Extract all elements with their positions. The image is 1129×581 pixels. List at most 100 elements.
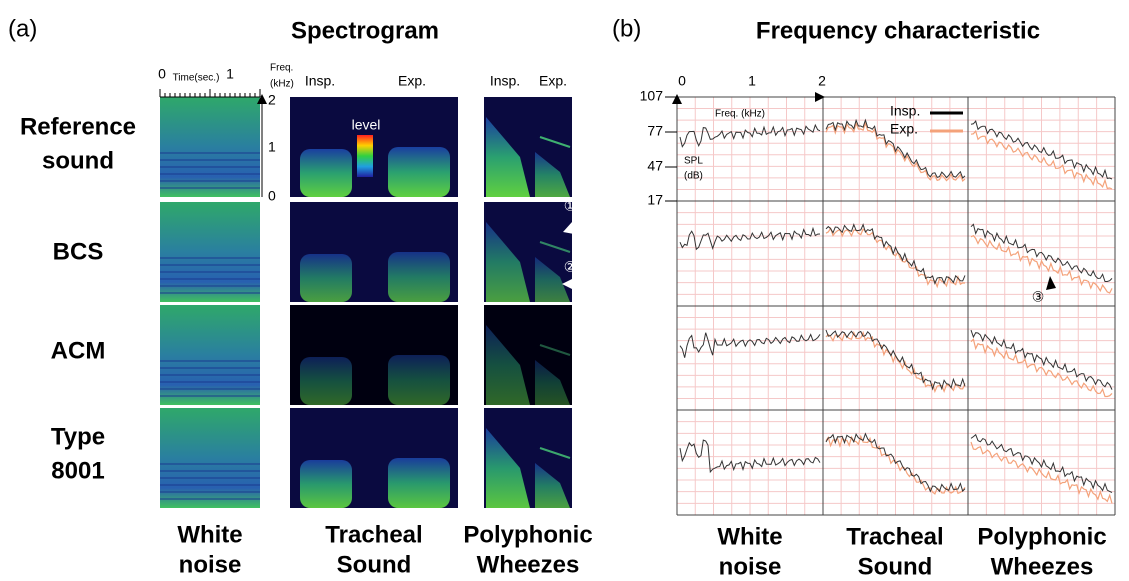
sound-blob bbox=[486, 222, 530, 302]
spectrogram-band bbox=[160, 498, 260, 500]
column-label: Sound bbox=[858, 553, 933, 580]
row-label: Reference bbox=[20, 113, 136, 140]
sound-blob bbox=[300, 357, 352, 405]
panel-b: 0 1 2 Freq. (kHz) 107 77 47 17 SPL (dB) Insp. Exp. ③… bbox=[640, 73, 1116, 580]
sound-blob bbox=[388, 252, 450, 302]
spectrogram-band bbox=[160, 388, 260, 390]
wheeze-line bbox=[539, 344, 571, 356]
y-axis-label: SPL bbox=[684, 156, 703, 167]
spectrogram-band bbox=[160, 374, 260, 376]
insp-curve bbox=[825, 432, 966, 493]
column-label: Wheezes bbox=[477, 551, 580, 578]
sound-blob bbox=[535, 257, 570, 302]
phase-label: Insp. bbox=[490, 73, 520, 89]
insp-curve bbox=[679, 123, 821, 148]
exp-curve bbox=[970, 129, 1113, 190]
x-tick-label: 2 bbox=[818, 73, 826, 89]
time-tick-label: 1 bbox=[226, 66, 234, 82]
insp-curve bbox=[679, 332, 821, 358]
phase-label: Exp. bbox=[539, 73, 567, 89]
sound-blob bbox=[535, 152, 570, 197]
freq-tick-label: 0 bbox=[268, 188, 276, 204]
insp-curve bbox=[679, 226, 821, 251]
y-tick-label: 107 bbox=[640, 88, 664, 104]
row-label: Type bbox=[51, 423, 105, 450]
row-label: BCS bbox=[53, 238, 104, 265]
insp-curve bbox=[825, 118, 966, 179]
y-tick-label: 17 bbox=[647, 192, 663, 208]
panel-title: Frequency characteristic bbox=[756, 17, 1040, 44]
panel-label: (b) bbox=[612, 15, 641, 42]
panel-title: Spectrogram bbox=[291, 17, 439, 44]
insp-curve bbox=[825, 329, 966, 391]
spectrogram-band bbox=[160, 285, 260, 287]
marker: ③ bbox=[1032, 289, 1045, 305]
column-label: noise bbox=[179, 551, 242, 578]
sound-blob bbox=[535, 463, 570, 508]
insp-curve bbox=[970, 433, 1113, 493]
marker: ① bbox=[564, 198, 577, 214]
axis-arrow bbox=[815, 92, 825, 102]
insp-curve bbox=[970, 120, 1113, 180]
freq-tick-label: 1 bbox=[268, 139, 276, 155]
column-label: White bbox=[177, 521, 242, 548]
panel-a: Reference sound BCS ACM Type 8001 0 1 Time(sec.)… bbox=[20, 63, 593, 579]
freq-axis-label: Freq. bbox=[270, 63, 293, 74]
column-label: Polyphonic bbox=[977, 523, 1106, 550]
spectrogram-band bbox=[160, 278, 260, 280]
time-tick-label: 0 bbox=[158, 66, 166, 82]
row-label: sound bbox=[42, 147, 114, 174]
spectrogram-band bbox=[160, 491, 260, 493]
column-label: noise bbox=[719, 553, 782, 580]
column-label: Tracheal bbox=[846, 523, 943, 550]
sound-blob bbox=[300, 460, 352, 508]
marker-arrow bbox=[563, 222, 574, 234]
wheeze-line bbox=[539, 136, 571, 148]
spectrogram-band bbox=[160, 152, 260, 154]
spectrogram-band bbox=[160, 395, 260, 397]
marker-arrow bbox=[1046, 276, 1056, 290]
spectrogram-band bbox=[160, 477, 260, 479]
insp-curve bbox=[970, 223, 1113, 282]
sound-blob bbox=[388, 458, 450, 508]
spectrogram-band bbox=[160, 159, 260, 161]
sound-blob bbox=[486, 428, 530, 508]
spectrogram-band bbox=[160, 271, 260, 273]
spectrogram-band bbox=[160, 264, 260, 266]
freq-axis-label: (kHz) bbox=[270, 79, 294, 90]
exp-curve bbox=[970, 338, 1113, 398]
spectrogram-band bbox=[160, 463, 260, 465]
spectrogram-band bbox=[160, 166, 260, 168]
spectrogram-band bbox=[160, 292, 260, 294]
spectrogram-band bbox=[160, 180, 260, 182]
column-label: Tracheal bbox=[325, 521, 422, 548]
legend-label: Insp. bbox=[890, 103, 920, 119]
insp-curve bbox=[825, 223, 966, 285]
exp-curve bbox=[825, 226, 966, 289]
marker-arrow bbox=[562, 278, 574, 290]
column-label: White bbox=[717, 523, 782, 550]
y-axis-label: (dB) bbox=[684, 171, 703, 182]
exp-curve bbox=[970, 441, 1113, 504]
phase-label: Insp. bbox=[305, 73, 335, 89]
spectrogram-band bbox=[160, 173, 260, 175]
column-label: Sound bbox=[337, 551, 412, 578]
exp-curve bbox=[970, 234, 1113, 294]
row-label: 8001 bbox=[51, 457, 104, 484]
wheeze-line bbox=[539, 241, 571, 253]
colorbar bbox=[357, 135, 373, 177]
colorbar-label: level bbox=[352, 117, 381, 133]
freq-tick-label: 2 bbox=[268, 92, 276, 108]
column-label: Polyphonic bbox=[463, 521, 592, 548]
panel-label: (a) bbox=[8, 15, 37, 42]
y-tick-label: 47 bbox=[647, 158, 663, 174]
exp-curve bbox=[825, 121, 966, 183]
marker: ② bbox=[564, 259, 577, 275]
time-axis-label: Time(sec.) bbox=[173, 73, 220, 84]
sound-blob bbox=[486, 117, 530, 197]
spectrogram-band bbox=[160, 187, 260, 189]
axis-arrow bbox=[672, 94, 682, 104]
spectrogram-band bbox=[160, 360, 260, 362]
exp-curve bbox=[825, 434, 966, 495]
